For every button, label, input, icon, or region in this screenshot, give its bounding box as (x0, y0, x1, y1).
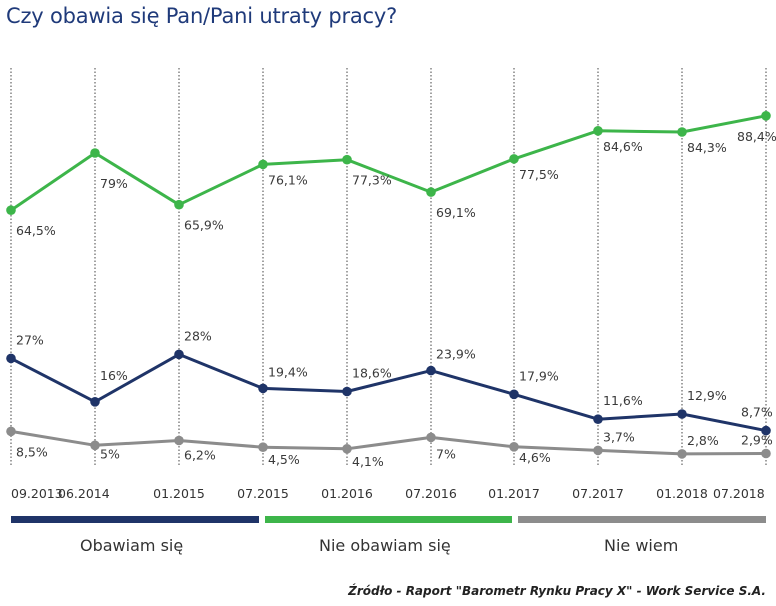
x-tick-label-4: 01.2016 (321, 486, 373, 501)
legend-label-nie-wiem: Nie wiem (604, 536, 679, 555)
series-2-label-5: 7% (436, 446, 456, 461)
series-2-label-8: 2,8% (687, 433, 719, 448)
series-line-0 (10, 352, 767, 433)
x-tick-label-1: 06.2014 (58, 486, 110, 501)
source-note: Źródło - Raport "Barometr Rynku Pracy X"… (348, 584, 766, 598)
series-1-point-3 (258, 159, 268, 170)
series-1-label-1: 79% (100, 176, 128, 191)
series-2-point-6 (509, 442, 519, 452)
series-0-label-2: 28% (184, 328, 212, 343)
series-0-point-3 (258, 383, 268, 394)
series-2-label-9: 2,9% (741, 433, 773, 448)
series-1-label-0: 64,5% (16, 223, 56, 238)
series-0-point-5 (426, 365, 436, 376)
series-line-2 (10, 429, 767, 456)
series-0-label-6: 17,9% (519, 368, 559, 383)
x-tick-label-5: 07.2016 (405, 486, 457, 501)
series-2-label-1: 5% (100, 446, 120, 461)
x-tick-label-2: 01.2015 (153, 486, 205, 501)
series-0-label-5: 23,9% (436, 347, 476, 362)
series-0-label-4: 18,6% (352, 366, 392, 381)
series-1-point-9 (761, 111, 771, 121)
series-line-1 (10, 114, 767, 212)
series-2-label-7: 3,7% (603, 429, 635, 444)
series-2-label-2: 6,2% (184, 448, 216, 463)
series-2-label-3: 4,5% (268, 452, 300, 467)
series-2-label-6: 4,6% (519, 450, 551, 465)
series-2-point-5 (426, 432, 436, 443)
series-0-point-9 (761, 425, 771, 436)
legend-label-obawiam: Obawiam się (80, 536, 184, 555)
legend-swatch-0 (11, 516, 259, 523)
series-2-point-8 (677, 449, 687, 459)
series-2-point-3 (258, 442, 268, 453)
series-0-label-0: 27% (16, 332, 44, 347)
x-tick-label-0: 09.2013 (11, 486, 63, 501)
series-1-label-8: 84,3% (687, 140, 727, 155)
x-tick-label-3: 07.2015 (237, 486, 289, 501)
series-1-point-5 (426, 187, 436, 197)
x-tick-label-7: 07.2017 (572, 486, 624, 501)
series-0-point-4 (342, 386, 352, 397)
series-1-label-4: 77,3% (352, 173, 392, 188)
series-1-label-7: 84,6% (603, 139, 643, 154)
series-0-label-3: 19,4% (268, 364, 308, 379)
series-2-point-9 (761, 448, 771, 459)
series-0-label-1: 16% (100, 368, 128, 383)
x-tick-label-8: 01.2018 (656, 486, 708, 501)
series-1-point-1 (90, 148, 100, 158)
legend-label-nie-obawiam: Nie obawiam się (319, 536, 451, 555)
series-1-point-7 (593, 126, 603, 136)
series-0-label-7: 11,6% (603, 393, 643, 408)
legend-swatch-1 (265, 516, 512, 523)
series-2-point-1 (90, 440, 100, 451)
series-2-label-0: 8,5% (16, 444, 48, 459)
series-1-point-8 (677, 127, 687, 137)
series-2-point-2 (174, 435, 184, 446)
series-2-point-4 (342, 444, 352, 454)
series-2-point-0 (6, 426, 16, 437)
series-1-label-3: 76,1% (268, 172, 308, 187)
series-0-point-7 (593, 414, 603, 425)
series-0-point-1 (90, 397, 100, 407)
series-2-point-7 (593, 445, 603, 456)
series-0-label-8: 12,9% (687, 388, 727, 403)
x-tick-label-6: 01.2017 (488, 486, 540, 501)
series-2-label-4: 4,1% (352, 454, 384, 469)
series-1-point-6 (509, 154, 519, 164)
series-1-point-0 (6, 205, 16, 215)
series-1-label-5: 69,1% (436, 205, 476, 220)
series-0-point-2 (174, 349, 184, 360)
series-0-label-9: 8,7% (741, 405, 773, 420)
series-1-label-6: 77,5% (519, 167, 559, 182)
legend-swatch-2 (518, 516, 766, 523)
series-1-label-2: 65,9% (184, 218, 224, 233)
series-1-point-2 (174, 199, 184, 210)
series-0-point-6 (509, 389, 519, 400)
series-1-label-9: 88,4% (737, 129, 776, 144)
series-1-point-4 (342, 154, 352, 165)
series-0-point-0 (6, 353, 16, 364)
chart-title: Czy obawia się Pan/Pani utraty pracy? (6, 4, 398, 28)
x-tick-label-9: 07.2018 (713, 486, 765, 501)
series-0-point-8 (677, 409, 687, 419)
